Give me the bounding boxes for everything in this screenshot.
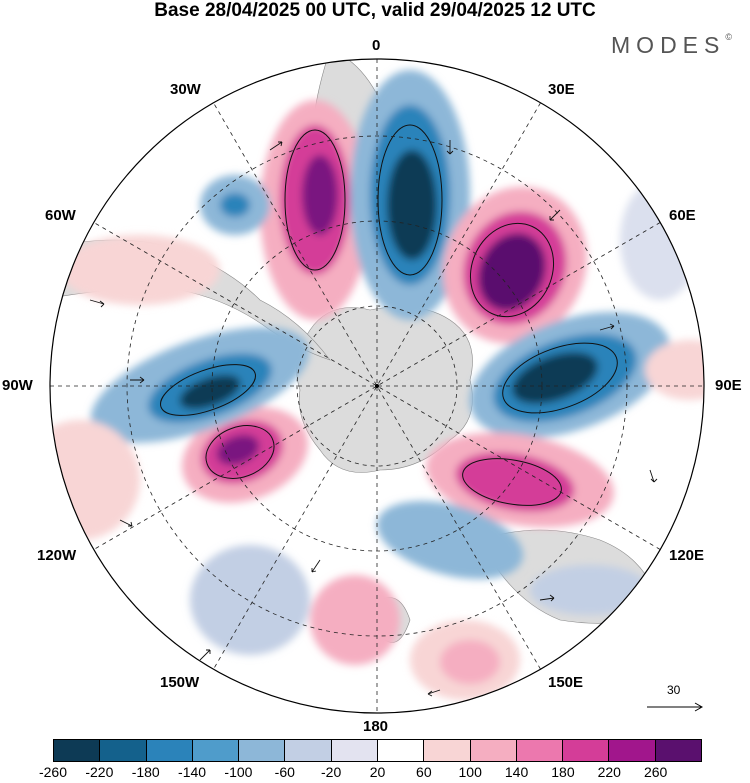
colorbar-swatch (424, 740, 471, 761)
colorbar-tick-label: -20 (321, 764, 342, 780)
label-30w: 30W (170, 81, 201, 98)
graticule (50, 59, 704, 713)
anomaly-pos-9 (645, 340, 704, 400)
colorbar-swatch (146, 740, 193, 761)
colorbar-swatch (331, 740, 378, 761)
label-180: 180 (363, 718, 389, 735)
map-boundary (49, 58, 705, 714)
anomaly-neg-4 (530, 565, 650, 615)
colorbar-swatch (470, 740, 517, 761)
colorbar-swatch (516, 740, 564, 761)
label-60w: 60W (45, 207, 76, 224)
colorbar-swatch (54, 740, 101, 761)
colorbar-tick-label: -140 (178, 764, 207, 780)
colorbar-tick-label: 180 (551, 764, 575, 780)
anomaly-neg-3 (376, 501, 524, 579)
vector-scale-reference: 30 (645, 683, 705, 719)
colorbar (53, 739, 702, 762)
anomaly-neg-5 (190, 545, 310, 655)
colorbar-tick-label: 140 (504, 764, 529, 780)
anomaly-pos-5 (310, 575, 400, 665)
colorbar-swatch (563, 740, 610, 761)
colorbar-swatch (192, 740, 240, 761)
vector-scale-arrow (647, 702, 704, 712)
colorbar-ticks: -260 -220 -180 -140 -100 -60 -20 20 60 100 140 180 2… (0, 764, 750, 782)
anomaly-pos-1-center (302, 155, 338, 235)
colorbar-swatch (100, 740, 147, 761)
anomaly-pos-8 (50, 420, 140, 540)
label-120w: 120W (37, 547, 77, 564)
label-30e: 30E (548, 81, 575, 98)
label-150e: 150E (548, 674, 584, 691)
modes-logo: MODES© (611, 32, 732, 58)
anomaly-pos-7 (60, 235, 220, 305)
colorbar-swatch (285, 740, 332, 761)
colorbar-tick-label: -60 (274, 764, 295, 780)
anomaly-neg-1-center (387, 150, 437, 260)
label-90w: 90W (2, 377, 33, 394)
wind-vectors (89, 140, 658, 697)
colorbar-swatch (655, 740, 701, 761)
colorbar-swatch (239, 740, 286, 761)
colorbar-swatch (377, 740, 425, 761)
colorbar-tick-label: -100 (224, 764, 253, 780)
colorbar-tick-label: -260 (38, 764, 68, 780)
colorbar-tick-label: -220 (85, 764, 114, 780)
vector-scale-label: 30 (667, 683, 681, 697)
colorbar-swatch (609, 740, 656, 761)
colorbar-tick-label: 60 (416, 764, 432, 780)
colorbar-tick-label: 20 (369, 764, 386, 780)
anomaly-neg-8 (620, 180, 700, 300)
anomaly-neg-7-core (220, 193, 250, 217)
anomaly-pos-2-center (478, 233, 546, 311)
label-60e: 60E (669, 207, 696, 224)
anomaly-neg-2-center (512, 352, 598, 404)
colorbar-tick-label: 100 (458, 764, 482, 780)
anomaly-pos-6-center (216, 434, 260, 466)
label-150w: 150W (160, 674, 200, 691)
colorbar-tick-label: 220 (597, 764, 621, 780)
colorbar-tick-label: -180 (131, 764, 160, 780)
south-pole-marker (375, 384, 379, 388)
anomaly-pos-4-core (440, 640, 500, 684)
map-title: Base 28/04/2025 00 UTC, valid 29/04/2025… (154, 0, 596, 21)
label-0: 0 (372, 37, 381, 54)
label-90e: 90E (715, 377, 742, 394)
colorbar-tick-label: 260 (643, 764, 668, 780)
label-120e: 120E (669, 547, 705, 564)
anomaly-neg-6-center (179, 374, 241, 410)
